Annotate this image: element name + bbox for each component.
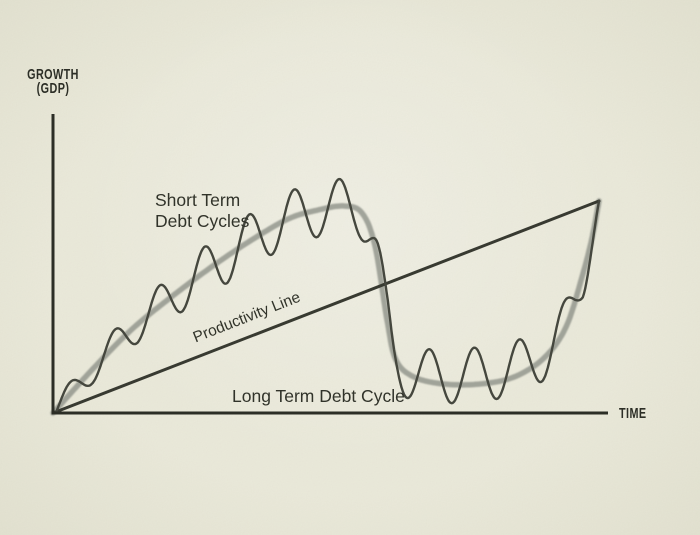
long-term-debt-cycle-label: Long Term Debt Cycle	[232, 386, 405, 406]
x-axis-label: TIME	[619, 405, 647, 422]
long-term-debt-cycle-line	[50, 198, 602, 416]
short-term-debt-cycles-line	[51, 177, 601, 415]
short-term-debt-cycles-label: Short Term Debt Cycles	[155, 190, 250, 231]
y-axis-label: GROWTH (GDP)	[27, 66, 79, 97]
axes-line	[51, 114, 608, 415]
productivity-line	[51, 199, 601, 415]
